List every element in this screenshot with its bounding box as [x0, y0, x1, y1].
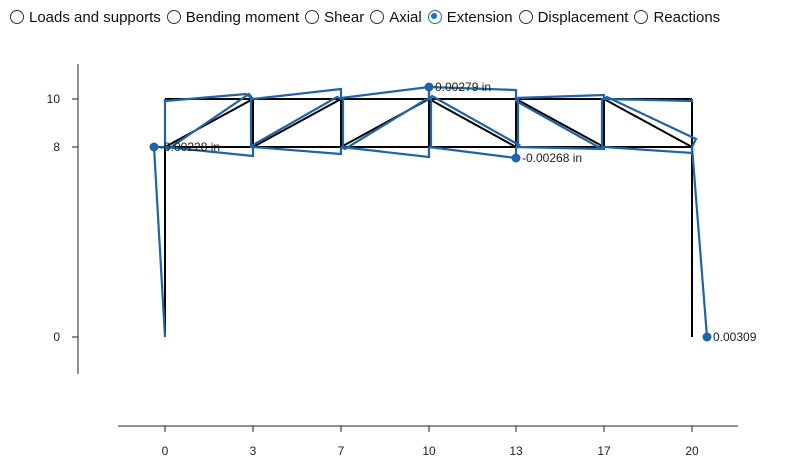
min-value-label: -0.00228 in	[160, 140, 220, 154]
left-column-extension	[152, 99, 167, 338]
top-chord-extension	[163, 92, 254, 103]
value-label: 0.00309	[713, 330, 757, 344]
bottom-chord-extension	[340, 145, 431, 159]
diagonal-extension	[514, 99, 605, 150]
truss-diagonal	[515, 98, 605, 148]
max-value-marker	[424, 82, 434, 92]
diagram-mode-selector: Loads and supports Bending moment Shear …	[10, 6, 726, 28]
truss-diagonal	[252, 98, 342, 148]
mode-option-loads-and-supports[interactable]: Loads and supports	[10, 9, 161, 26]
mode-label: Extension	[446, 8, 513, 26]
extension-diagram	[152, 85, 709, 338]
x-tick-label: 10	[422, 444, 436, 458]
value-marker	[702, 332, 712, 342]
bottom-chord-extension	[603, 145, 694, 155]
x-tick-label: 3	[250, 444, 257, 458]
y-tick-label: 0	[53, 330, 60, 344]
diagonal-extension	[164, 92, 254, 151]
top-chord-extension	[427, 85, 518, 99]
diagonal-extension	[603, 95, 698, 148]
radio-icon	[10, 10, 24, 24]
truss-diagonal	[603, 98, 693, 148]
mode-label: Bending moment	[185, 8, 300, 26]
top-chord-extension	[603, 97, 694, 103]
x-tick-label: 17	[597, 444, 611, 458]
right-column-extension	[690, 146, 709, 338]
mode-label: Reactions	[653, 8, 721, 26]
mode-option-shear[interactable]: Shear	[305, 9, 364, 26]
truss-diagonal	[164, 98, 254, 148]
truss-structure	[164, 98, 693, 337]
min-value-marker	[149, 142, 159, 152]
mode-option-displacement[interactable]: Displacement	[518, 8, 629, 26]
diagonal-extension	[251, 95, 342, 147]
mode-label: Displacement	[537, 8, 629, 26]
mode-label: Axial	[389, 8, 422, 26]
x-tick-label: 7	[338, 444, 345, 458]
bottom-chord-extension	[252, 145, 343, 156]
mode-label: Loads and supports	[29, 8, 161, 26]
top-chord-extension	[339, 85, 431, 100]
radio-icon	[305, 10, 320, 24]
radio-icon	[518, 10, 533, 24]
bottom-chord-extension	[164, 145, 255, 158]
value-marker	[511, 153, 521, 163]
bottom-chord-extension	[428, 145, 518, 160]
x-tick-label: 13	[509, 444, 523, 458]
max-value-label: 0.00279 in	[435, 80, 491, 94]
truss-diagonal	[428, 98, 517, 148]
mode-option-reactions[interactable]: Reactions	[634, 9, 720, 26]
diagonal-extension	[428, 94, 522, 148]
value-label: -0.00268 in	[522, 151, 582, 165]
x-tick-label: 20	[685, 444, 699, 458]
mode-option-extension[interactable]: Extension	[427, 8, 513, 26]
radio-selected-icon	[427, 10, 442, 24]
x-tick-label: 0	[162, 444, 169, 458]
diagonal-extension	[340, 97, 430, 151]
mode-label: Shear	[324, 8, 365, 26]
radio-icon	[166, 10, 181, 24]
radio-icon	[634, 10, 649, 24]
mode-option-axial[interactable]: Axial	[370, 9, 422, 26]
y-tick-label: 10	[47, 92, 61, 106]
mode-option-bending-moment[interactable]: Bending moment	[166, 8, 300, 26]
radio-icon	[370, 10, 385, 24]
y-tick-label: 8	[53, 140, 60, 154]
top-chord-extension	[252, 87, 343, 101]
